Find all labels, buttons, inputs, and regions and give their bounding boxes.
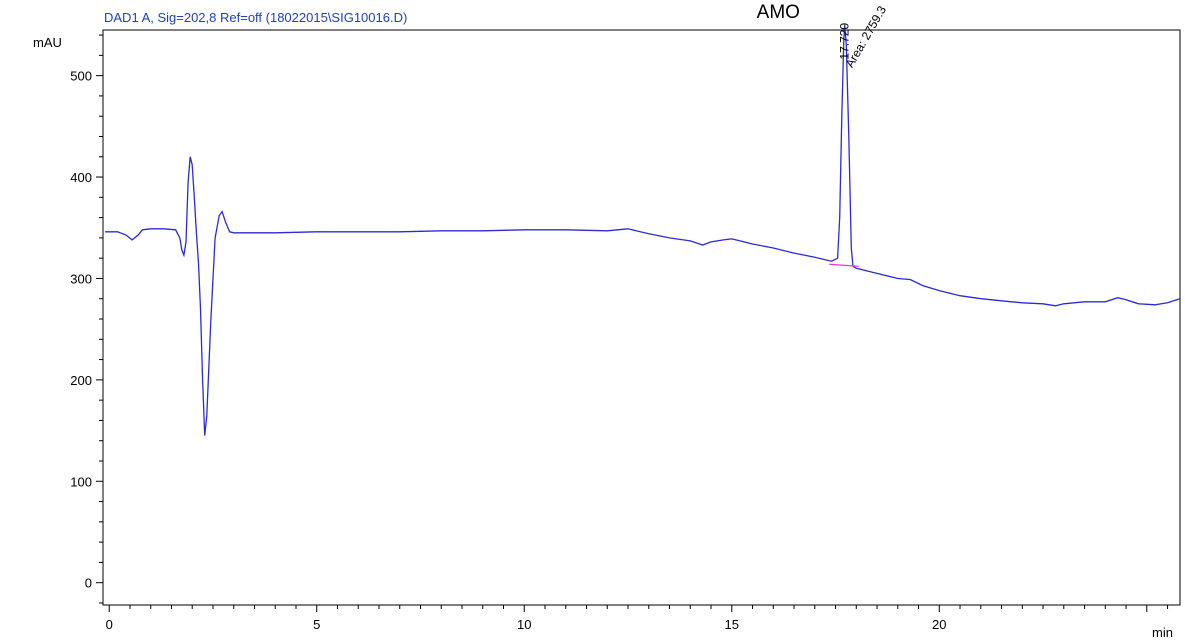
x-tick-label: 10 [517, 617, 531, 632]
y-tick-label: 400 [70, 170, 92, 185]
y-tick-label: 300 [70, 271, 92, 286]
x-tick-label: 20 [932, 617, 946, 632]
y-axis: 0 100 200 300 400 500 [70, 34, 103, 604]
x-axis: 0 5 10 15 20 [106, 605, 1169, 632]
x-tick-label: 15 [725, 617, 739, 632]
signal-trace-line [105, 24, 1181, 436]
x-axis-unit-label: min [1152, 625, 1173, 640]
retention-time-label: 17.720 [838, 23, 852, 60]
plot-frame [102, 29, 1181, 606]
x-tick-label: 5 [313, 617, 320, 632]
y-tick-label: 100 [70, 474, 92, 489]
peak-baseline-line [829, 263, 859, 267]
y-tick-label: 500 [70, 69, 92, 84]
peak-name-label: AMO [757, 2, 800, 23]
signal-title: DAD1 A, Sig=202,8 Ref=off (18022015\SIG1… [104, 10, 407, 25]
y-axis-unit-label: mAU [33, 35, 62, 50]
y-tick-label: 200 [70, 373, 92, 388]
x-tick-label: 0 [106, 617, 113, 632]
y-tick-label: 0 [85, 576, 92, 591]
